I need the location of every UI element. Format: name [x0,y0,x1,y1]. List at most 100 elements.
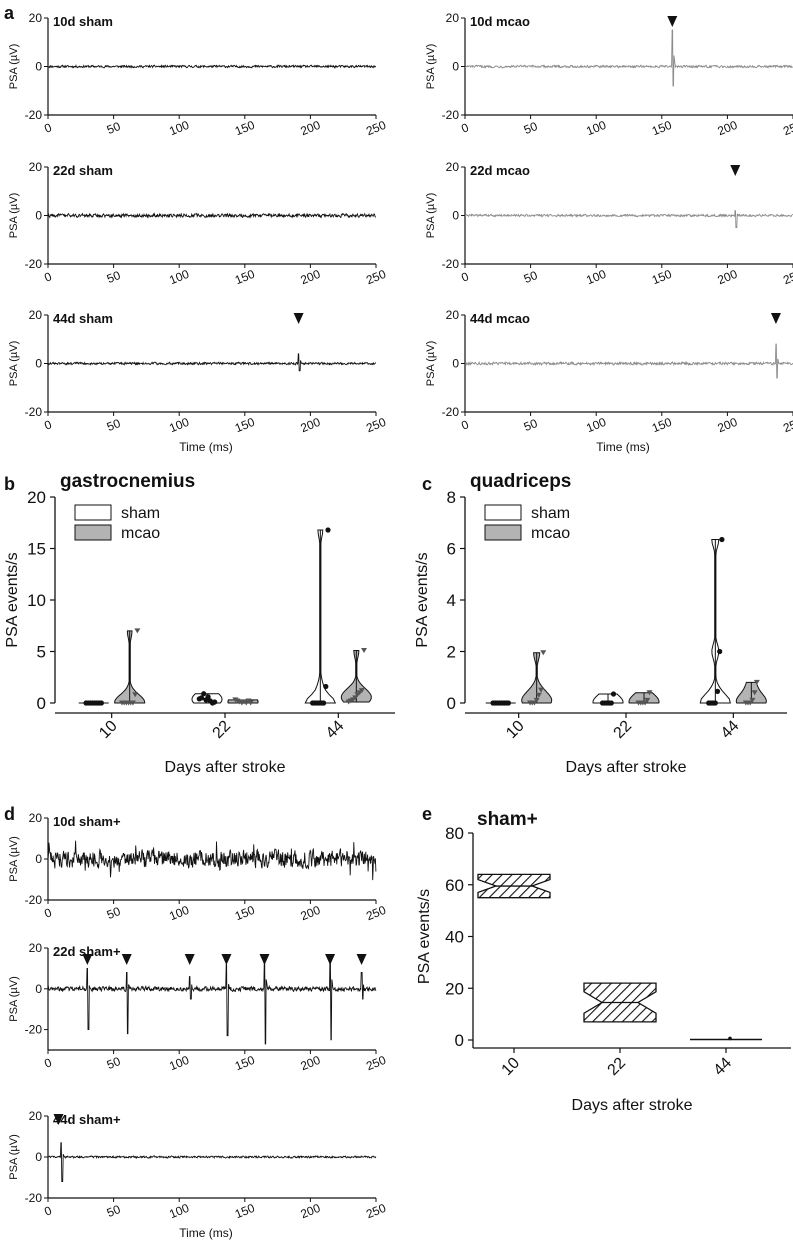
data-point-mcao [753,679,760,685]
x-tick-label: 250 [781,118,793,139]
data-point-mcao [538,687,545,693]
data-point-mcao [129,700,136,706]
x-tick-label: 0 [42,1203,54,1219]
x-tick-label: 200 [715,415,739,436]
x-tick-label: 100 [167,1053,191,1074]
signal-trace [464,343,793,379]
data-point-mcao [247,700,254,706]
legend-swatch-mcao [74,524,112,541]
x-tick-label: 150 [233,415,257,436]
y-tick-label: -20 [442,257,460,271]
x-tick-label: 0 [42,417,54,433]
x-tick-label: 200 [298,903,322,924]
data-point-sham [719,536,725,543]
y-tick-label: -20 [442,405,460,419]
y-axis-label: PSA (µV) [8,836,20,881]
trace-title: 10d sham [53,14,113,29]
y-tick-label: -20 [25,257,43,271]
x-tick-label: 0 [459,269,471,285]
x-tick-label: 150 [233,903,257,924]
y-tick-label: 20 [29,160,43,174]
trace-title: 44d mcao [470,311,530,326]
x-tick-label: 150 [233,118,257,139]
x-tick-label: 250 [364,267,388,288]
data-point-mcao [533,697,540,703]
y-tick-label: 0 [35,1150,42,1164]
x-tick-label: 50 [105,119,123,137]
x-tick-label: 100 [167,903,191,924]
x-axis-label: Time (ms) [179,1226,233,1240]
x-tick-label: 200 [715,118,739,139]
y-tick-label: 40 [445,928,464,947]
signal-trace [47,840,377,881]
panel-letter-c: c [422,474,432,494]
x-tick-label: 10 [499,1054,524,1079]
x-tick-label: 150 [650,267,674,288]
panel-letter-d: d [4,804,15,824]
y-tick-label: 6 [447,540,456,559]
y-tick-label: 0 [455,1031,464,1050]
violin-chart-quadriceps: 0 2 4 6 8 PSA events/s quadriceps Days after st… [414,471,787,776]
data-point-sham [198,695,205,701]
x-tick-label: 200 [298,267,322,288]
x-tick-label: 150 [650,118,674,139]
trace-title: 44d sham [53,311,113,326]
box-point [728,1036,732,1041]
x-tick-label: 50 [105,416,123,434]
x-tick-label: 250 [781,267,793,288]
y-tick-label: 20 [29,941,43,955]
y-tick-label: 0 [447,694,456,713]
x-tick-label: 100 [167,267,191,288]
x-tick-label: 50 [105,1202,123,1220]
spike-arrow-marker [325,954,336,965]
legend-swatch-mcao [484,524,522,541]
spike-arrow-marker [293,313,304,324]
y-tick-label: 0 [35,209,42,223]
y-tick-label: 0 [37,694,46,713]
y-tick-label: 0 [35,982,42,996]
data-point-mcao [749,697,756,703]
data-point-sham [505,700,511,706]
x-tick-label: 50 [522,119,540,137]
y-tick-label: -20 [25,1191,43,1205]
y-axis-label: PSA events/s [416,889,433,984]
y-axis-label: PSA events/s [4,552,21,647]
data-point-sham [712,700,718,706]
signal-trace [464,29,793,87]
y-tick-label: -20 [25,405,43,419]
x-tick-label: 200 [298,118,322,139]
x-tick-label: 100 [167,1201,191,1222]
y-tick-label: 0 [35,60,42,74]
y-axis-label: PSA (µV) [8,193,20,238]
spike-arrow-marker [259,954,270,965]
spike-arrow-marker [770,313,781,324]
y-tick-label: -20 [25,1023,43,1037]
panel-letter-b: b [4,474,15,494]
panel-letter-e: e [422,804,432,824]
y-axis-label: PSA (µV) [425,193,437,238]
trace-title: 10d mcao [470,14,530,29]
x-tick-label: 50 [105,904,123,922]
data-point-mcao [751,690,758,696]
x-tick-label: 10 [503,717,528,742]
x-tick-label: 50 [522,268,540,286]
x-tick-label: 44 [718,717,743,742]
panel-letter-a: a [4,3,15,23]
x-tick-label: 100 [584,267,608,288]
x-tick-label: 0 [42,1055,54,1071]
trace-title: 22d sham+ [53,944,121,959]
signal-trace [47,212,377,219]
data-point-mcao [132,692,139,698]
data-point-mcao [540,650,547,656]
x-tick-label: 200 [298,1201,322,1222]
chart-title: gastrocnemius [60,471,195,492]
y-tick-label: -20 [25,893,43,907]
trace-title: 22d mcao [470,163,530,178]
data-point-sham [325,527,331,533]
data-point-mcao [134,628,141,634]
